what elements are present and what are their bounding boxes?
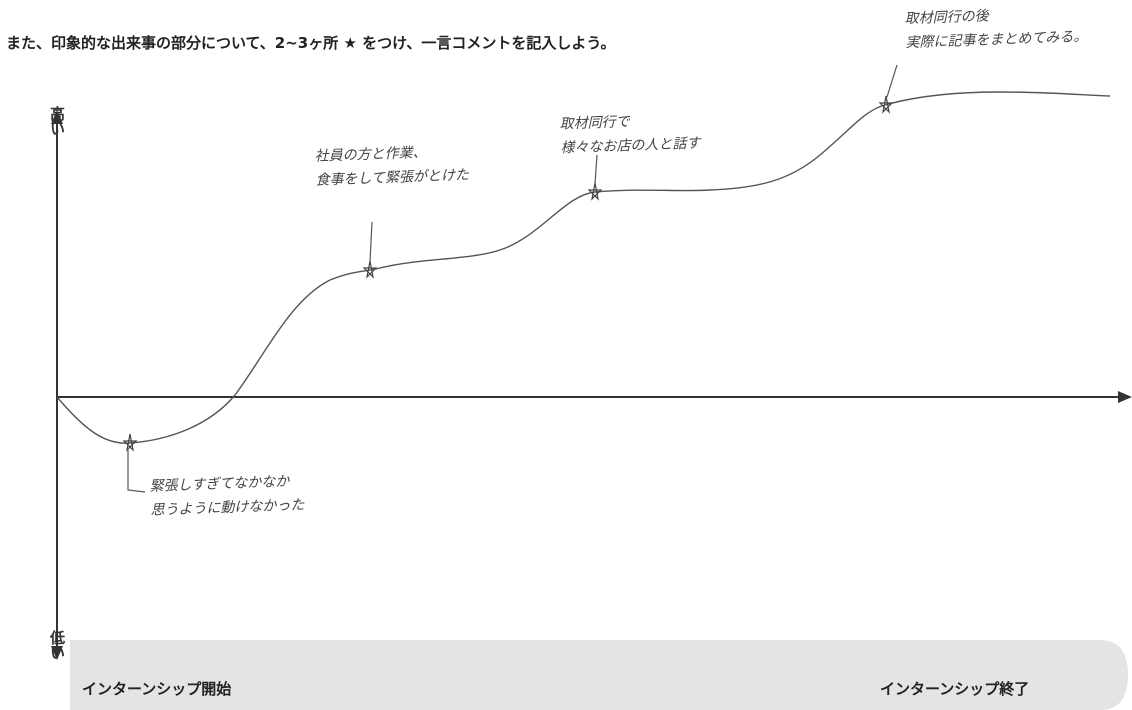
timeline-band	[70, 640, 1128, 710]
leader-lines	[127, 64, 898, 493]
star-markers	[122, 95, 894, 452]
comment-line: 様々なお店の人と話す	[560, 135, 701, 157]
comment: 取材同行の後 実際に記事をまとめてみる。	[904, 1, 1088, 55]
x-arrow	[1118, 391, 1132, 403]
motivation-curve	[56, 91, 1111, 444]
comment: 緊張しすぎてなかなか 思うように動けなかった	[149, 469, 305, 522]
star	[878, 95, 894, 114]
leader	[886, 64, 898, 98]
y-arrow-top	[51, 110, 63, 124]
star	[362, 260, 378, 279]
timeline-start: インターンシップ開始	[82, 680, 232, 698]
timeline-end: インターンシップ終了	[880, 680, 1030, 698]
comment: 社員の方と作業、 食事をして緊張がとけた	[314, 139, 469, 192]
leader	[369, 221, 373, 263]
leader	[127, 450, 146, 493]
y-arrow-bottom	[51, 646, 63, 660]
leader	[594, 154, 598, 185]
star	[122, 433, 138, 452]
star	[587, 182, 603, 201]
axis-low: 低い	[48, 630, 66, 660]
instruction: また、印象的な出来事の部分について、2~3ヶ所 ★ をつけ、一言コメントを記入し…	[6, 34, 616, 52]
axis-high: 高い	[48, 106, 66, 136]
comment: 取材同行で 様々なお店の人と話す	[559, 108, 701, 161]
